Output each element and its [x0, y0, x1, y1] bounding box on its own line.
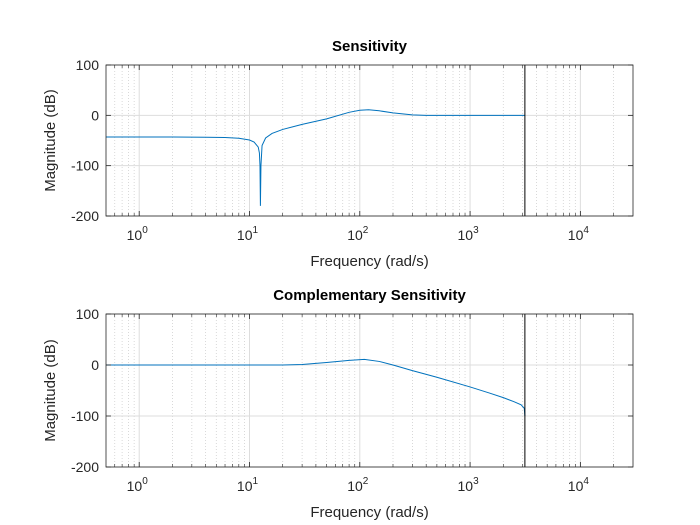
- axes-box: [105, 64, 634, 217]
- y-tick-label: -100: [71, 158, 99, 174]
- x-tick-label: 101: [237, 225, 259, 243]
- series-line: [106, 358, 526, 417]
- x-tick-label: 103: [458, 225, 480, 243]
- y-tick-label: -200: [71, 459, 99, 475]
- minor-grid: [114, 65, 614, 216]
- minor-grid: [114, 314, 614, 467]
- x-tick-label: 102: [347, 225, 369, 243]
- y-tick-label: 100: [76, 306, 100, 322]
- y-axis-label: Magnitude (dB): [42, 339, 59, 442]
- x-axis-label: Frequency (rad/s): [310, 504, 428, 521]
- y-axis-label: Magnitude (dB): [42, 89, 59, 192]
- y-tick-label: 100: [76, 57, 100, 73]
- chart-title: Sensitivity: [332, 38, 408, 55]
- axes-box: [105, 313, 634, 468]
- sensitivity-panel: 100 0 -100 -200 100 101 102 103 104 Sensitivity Fr…: [42, 38, 634, 270]
- x-tick-label: 100: [127, 225, 149, 243]
- x-tick-label: 102: [347, 476, 369, 494]
- y-tick-label: -100: [71, 408, 99, 424]
- major-grid: [106, 313, 633, 468]
- series-line: [106, 109, 525, 206]
- x-tick-label: 100: [127, 476, 149, 494]
- complementary-sensitivity-panel: 100 0 -100 -200 100 101 102 103 104 Complementary…: [42, 287, 634, 521]
- x-axis-label: Frequency (rad/s): [310, 253, 428, 270]
- x-tick-label: 101: [237, 476, 259, 494]
- x-tick-label: 103: [458, 476, 480, 494]
- major-grid: [106, 64, 633, 217]
- y-tick-label: -200: [71, 208, 99, 224]
- chart-title: Complementary Sensitivity: [273, 287, 466, 304]
- y-tick-label: 0: [91, 107, 99, 123]
- x-tick-label: 104: [568, 476, 590, 494]
- y-tick-label: 0: [91, 357, 99, 373]
- x-tick-label: 104: [568, 225, 590, 243]
